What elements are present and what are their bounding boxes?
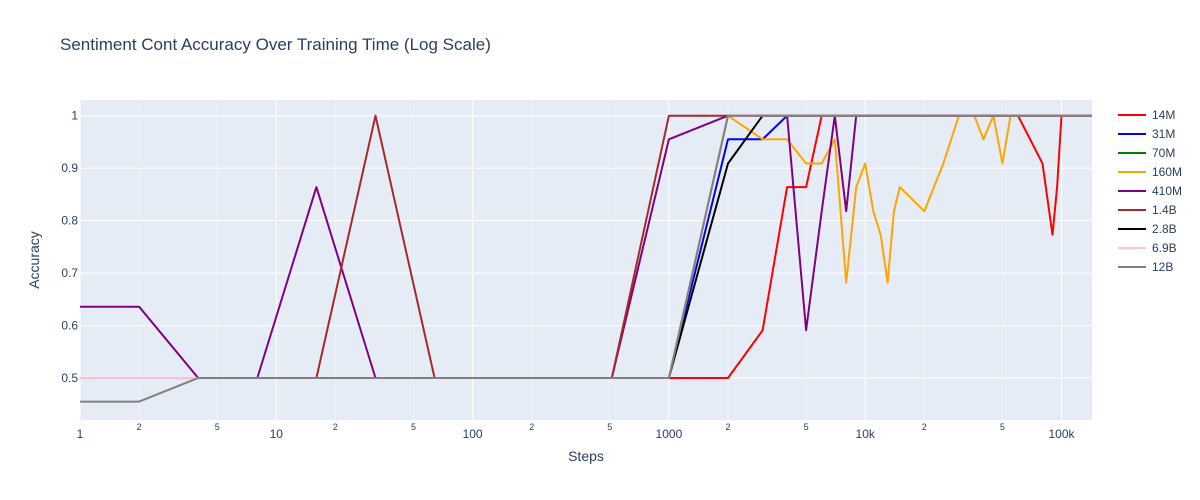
legend-item-70M[interactable]: 70M — [1118, 146, 1175, 160]
legend-item-12B[interactable]: 12B — [1118, 260, 1173, 274]
y-axis-title: Accuracy — [26, 231, 42, 289]
legend-item-14M[interactable]: 14M — [1118, 108, 1175, 122]
x-minor-tick-label: 5 — [1000, 422, 1005, 432]
x-tick-label: 10 — [270, 427, 284, 441]
y-tick-label: 0.8 — [61, 214, 78, 228]
y-tick-label: 0.6 — [61, 319, 78, 333]
x-tick-label: 100 — [463, 427, 483, 441]
series-lines — [80, 114, 1092, 403]
x-minor-tick-label: 5 — [804, 422, 809, 432]
legend-item-6.9B[interactable]: 6.9B — [1118, 241, 1177, 255]
legend-label: 160M — [1152, 165, 1182, 179]
legend-label: 2.8B — [1152, 222, 1177, 236]
y-tick-label: 0.9 — [61, 161, 78, 175]
legend-label: 12B — [1152, 260, 1173, 274]
x-minor-tick-label: 2 — [333, 422, 338, 432]
legend-label: 6.9B — [1152, 241, 1177, 255]
legend: 14M 31M 70M 160M 410M 1.4B 2.8B 6.9B 12B — [1118, 108, 1182, 274]
legend-label: 31M — [1152, 127, 1175, 141]
x-tick-label: 1000 — [656, 427, 683, 441]
x-axis-ticks: 1 10 100 1000 10k 100k 2 5 2 5 2 5 2 5 2 5 — [77, 422, 1076, 441]
x-axis-title: Steps — [568, 448, 604, 464]
x-minor-tick-label: 5 — [607, 422, 612, 432]
legend-label: 70M — [1152, 146, 1175, 160]
x-minor-tick-label: 2 — [922, 422, 927, 432]
x-tick-label: 100k — [1048, 427, 1075, 441]
x-tick-label: 10k — [856, 427, 876, 441]
x-minor-tick-label: 2 — [725, 422, 730, 432]
series-line-12B — [80, 114, 1092, 403]
legend-item-31M[interactable]: 31M — [1118, 127, 1175, 141]
x-tick-label: 1 — [77, 427, 84, 441]
y-tick-label: 0.7 — [61, 266, 78, 280]
legend-label: 1.4B — [1152, 203, 1177, 217]
x-minor-tick-label: 5 — [215, 422, 220, 432]
legend-label: 410M — [1152, 184, 1182, 198]
legend-item-1.4B[interactable]: 1.4B — [1118, 203, 1177, 217]
chart-title: Sentiment Cont Accuracy Over Training Ti… — [60, 35, 491, 54]
y-tick-label: 1 — [71, 109, 78, 123]
x-minor-tick-label: 5 — [411, 422, 416, 432]
x-minor-tick-label: 2 — [529, 422, 534, 432]
series-line-410M — [80, 114, 1092, 379]
x-minor-tick-label: 2 — [137, 422, 142, 432]
legend-item-410M[interactable]: 410M — [1118, 184, 1182, 198]
y-tick-label: 0.5 — [61, 371, 78, 385]
legend-item-160M[interactable]: 160M — [1118, 165, 1182, 179]
legend-item-2.8B[interactable]: 2.8B — [1118, 222, 1177, 236]
y-axis-ticks: 0.5 0.6 0.7 0.8 0.9 1 — [61, 109, 78, 385]
legend-label: 14M — [1152, 108, 1175, 122]
plot-area — [80, 100, 1092, 420]
